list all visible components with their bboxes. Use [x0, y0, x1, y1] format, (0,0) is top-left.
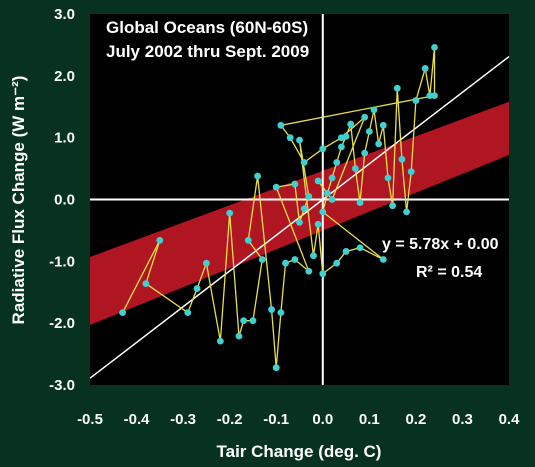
data-point — [379, 121, 387, 129]
data-point — [272, 364, 280, 372]
data-point — [291, 256, 299, 263]
y-tick-label: 3.0 — [54, 6, 75, 23]
data-point — [249, 317, 257, 325]
data-point — [356, 199, 364, 206]
data-point — [268, 306, 275, 313]
data-point — [314, 220, 322, 228]
data-point — [202, 259, 210, 267]
data-point — [240, 317, 248, 325]
data-point — [319, 270, 327, 278]
data-point — [356, 244, 364, 252]
data-point — [156, 236, 164, 244]
y-tick-labels: 3.0 2.0 1.0 0.0 -1.0 -2.0 -3.0 — [49, 6, 75, 394]
data-point — [314, 177, 322, 185]
y-tick-label: -1.0 — [49, 253, 75, 270]
y-axis-label: Radiative Flux Change (W m⁻²) — [9, 76, 28, 325]
data-point — [328, 174, 336, 182]
data-point — [370, 106, 378, 114]
data-point — [305, 267, 313, 275]
data-point — [119, 309, 126, 317]
data-point — [431, 92, 438, 100]
data-path-line — [122, 47, 436, 368]
data-point — [305, 193, 313, 200]
data-point — [407, 168, 415, 176]
x-tick-label: 0.0 — [312, 411, 333, 428]
data-point — [277, 309, 285, 317]
data-point — [300, 159, 308, 166]
data-point — [216, 337, 224, 345]
data-point — [403, 208, 410, 216]
data-point — [193, 285, 201, 292]
data-point — [272, 183, 280, 191]
data-point — [286, 134, 294, 142]
regression-equation: y = 5.78x + 0.00 — [382, 236, 499, 253]
y-tick-label: 2.0 — [54, 68, 75, 85]
x-tick-label: 0.4 — [499, 411, 521, 428]
data-point — [296, 218, 303, 226]
data-point — [365, 128, 373, 135]
data-point — [291, 180, 299, 188]
data-point — [258, 256, 266, 263]
y-tick-label: 0.0 — [54, 192, 75, 209]
x-tick-label: -0.5 — [77, 411, 103, 428]
data-point — [142, 280, 150, 287]
y-tick-label: 1.0 — [54, 130, 75, 147]
data-point — [375, 140, 383, 148]
data-point — [338, 143, 345, 151]
data-point — [421, 65, 429, 72]
data-point — [393, 84, 401, 92]
data-point — [324, 189, 331, 197]
data-point — [351, 165, 359, 172]
data-point — [361, 149, 369, 157]
data-point — [347, 120, 355, 128]
x-tick-label: -0.1 — [263, 411, 289, 428]
x-tick-label: 0.1 — [359, 411, 380, 428]
data-points — [119, 43, 438, 372]
data-point — [310, 252, 317, 260]
y-tick-label: -2.0 — [49, 315, 75, 332]
data-point — [342, 248, 350, 255]
r-squared-label: R² = 0.54 — [416, 264, 482, 281]
data-point — [398, 155, 406, 163]
x-tick-label: 0.3 — [452, 411, 473, 428]
x-tick-label: -0.2 — [217, 411, 243, 428]
data-point — [379, 256, 387, 263]
data-point — [319, 145, 327, 153]
data-point — [431, 43, 438, 51]
x-tick-labels: -0.5 -0.4 -0.3 -0.2 -0.1 0.0 0.1 0.2 0.3 0.4 — [77, 411, 520, 428]
data-point — [361, 113, 369, 121]
data-point — [254, 172, 261, 180]
x-axis-label: Tair Change (deg. C) — [217, 442, 382, 461]
x-tick-label: 0.2 — [405, 411, 426, 428]
x-tick-label: -0.4 — [124, 411, 151, 428]
data-point — [300, 205, 308, 213]
data-point — [328, 196, 336, 203]
data-point — [389, 202, 397, 210]
data-point — [226, 209, 234, 217]
data-point — [296, 136, 303, 144]
data-point — [333, 259, 341, 267]
data-point — [412, 97, 420, 104]
x-tick-label: -0.3 — [170, 411, 196, 428]
data-point — [184, 309, 192, 317]
data-point — [426, 92, 434, 100]
data-point — [338, 134, 345, 142]
chart-subtitle: July 2002 thru Sept. 2009 — [106, 42, 309, 61]
y-tick-label: -3.0 — [49, 377, 75, 394]
data-point — [244, 236, 252, 244]
data-point — [277, 121, 285, 129]
data-point — [235, 332, 243, 340]
chart-title: Global Oceans (60N-60S) — [106, 18, 308, 37]
data-point — [333, 159, 341, 166]
data-point — [282, 259, 289, 267]
data-point — [384, 174, 392, 182]
data-point — [319, 208, 327, 216]
